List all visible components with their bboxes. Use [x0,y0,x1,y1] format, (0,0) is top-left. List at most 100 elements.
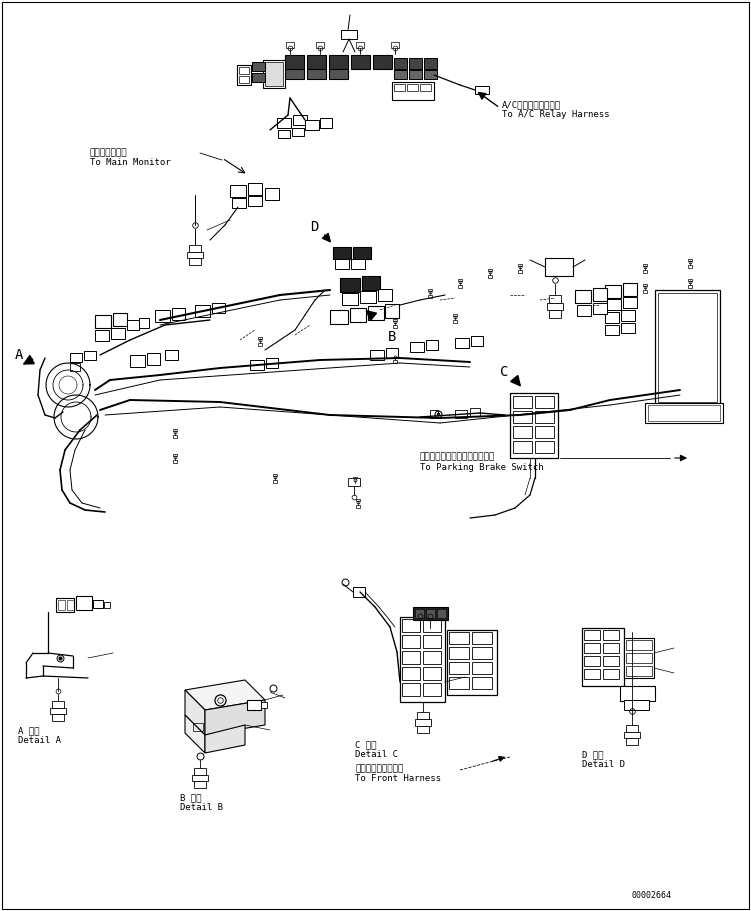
Bar [623,297,637,308]
Bar [426,340,438,350]
Bar [252,73,265,82]
Bar [173,460,177,463]
Bar [643,264,647,266]
Bar [52,701,64,708]
Bar [626,666,652,676]
Bar [356,499,360,501]
Bar [423,635,441,648]
Bar [329,69,348,79]
Bar [626,738,638,745]
Bar [535,396,554,408]
Bar [415,719,431,726]
Bar [518,270,522,273]
Bar [70,363,80,371]
Bar [607,299,621,310]
Bar [457,279,463,281]
Bar [356,42,364,48]
Text: To Front Harness: To Front Harness [355,774,441,783]
Bar [394,70,407,79]
Text: D 詳細: D 詳細 [582,750,604,759]
Bar [263,60,285,88]
Bar [626,725,638,732]
Bar [189,245,201,252]
Text: Detail C: Detail C [355,750,398,759]
Bar [266,358,278,368]
Bar [423,651,441,664]
Bar [603,630,619,640]
Bar [455,338,469,348]
Bar [391,42,399,48]
Bar [547,303,563,310]
Bar [93,600,103,608]
Bar [603,656,619,666]
Bar [212,303,225,313]
Bar [402,619,420,632]
Bar [593,303,607,314]
Bar [472,677,492,689]
Bar [510,393,558,458]
Bar [593,288,607,301]
Bar [513,441,532,453]
Bar [353,477,357,479]
Bar [407,84,418,91]
Bar [165,350,178,360]
Bar [52,714,64,721]
Bar [513,426,532,438]
Bar [232,198,246,208]
Bar [424,58,437,69]
Bar [688,285,692,288]
Bar [147,353,160,365]
Bar [643,290,647,293]
Bar [265,62,283,86]
Bar [487,269,493,271]
Bar [575,290,591,303]
Bar [187,252,203,258]
Bar [603,643,619,653]
Bar [385,304,399,318]
Bar [605,312,619,323]
Bar [340,278,360,292]
Bar [626,640,652,650]
Bar [453,314,457,316]
Bar [104,602,110,608]
Bar [230,185,246,197]
Text: 00002664: 00002664 [632,891,672,900]
Bar [248,196,262,206]
Bar [316,42,324,48]
Bar [95,330,109,341]
Text: フロントハーネスへ: フロントハーネスへ [355,764,403,773]
Bar [626,653,652,663]
Bar [417,726,429,733]
Bar [386,348,398,358]
Bar [545,258,573,276]
Bar [362,276,380,290]
Bar [307,69,326,79]
Bar [472,662,492,674]
Bar [584,643,600,653]
Polygon shape [185,715,205,753]
Bar [265,188,279,200]
Bar [248,183,262,195]
Bar [330,310,348,324]
Bar [139,318,149,328]
Bar [470,408,480,416]
Bar [360,291,376,303]
Bar [437,609,446,618]
Bar [449,677,469,689]
Text: To Parking Brake Switch: To Parking Brake Switch [420,463,544,472]
Bar [513,396,532,408]
Bar [285,69,304,79]
Bar [247,700,261,710]
Bar [194,768,206,775]
Text: C 詳細: C 詳細 [355,740,376,749]
Bar [239,76,249,83]
Bar [449,632,469,644]
Text: パーキングブレーキスイッチへ: パーキングブレーキスイッチへ [420,452,495,461]
Bar [449,662,469,674]
Bar [368,306,384,320]
Bar [605,285,621,298]
Text: A 詳細: A 詳細 [18,726,40,735]
Bar [194,781,206,788]
Bar [624,732,640,738]
Bar [127,320,139,330]
